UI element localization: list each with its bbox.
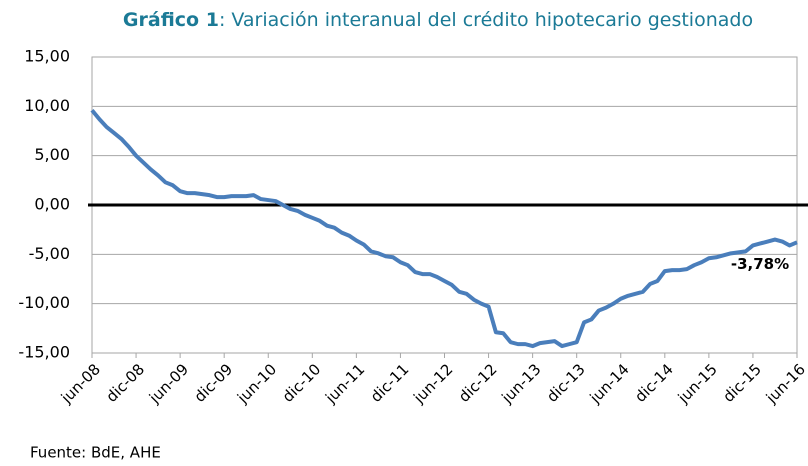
title-text: : Variación interanual del crédito hipot… xyxy=(219,9,753,31)
x-tick-label: dic-08 xyxy=(103,360,149,406)
y-tick-label: -5,00 xyxy=(29,244,70,263)
x-tick-label: jun-12 xyxy=(409,360,456,407)
x-tick-label: dic-10 xyxy=(279,360,325,406)
x-tick-label: jun-08 xyxy=(57,360,104,407)
y-tick-label: 15,00 xyxy=(24,47,70,66)
annotation: -3,78% xyxy=(731,255,789,273)
x-tick-label: jun-10 xyxy=(233,360,280,407)
x-tick-label: jun-11 xyxy=(321,360,368,407)
x-tick-label: dic-15 xyxy=(719,360,765,406)
y-tick-label: 5,00 xyxy=(34,145,70,164)
chart-title: Gráfico 1: Variación interanual del créd… xyxy=(123,9,753,31)
x-tick-label: jun-14 xyxy=(586,360,633,407)
x-tick-label: dic-09 xyxy=(191,360,237,406)
y-tick-label: 0,00 xyxy=(34,195,70,214)
y-tick-label: -15,00 xyxy=(18,343,70,362)
x-tick-label: jun-09 xyxy=(145,360,192,407)
x-tick-label: dic-13 xyxy=(543,360,589,406)
y-tick-label: -10,00 xyxy=(18,293,70,312)
y-tick-label: 10,00 xyxy=(24,96,70,115)
title-prefix: Gráfico 1 xyxy=(123,9,219,31)
x-tick-label: jun-15 xyxy=(674,360,721,407)
x-tick-label: jun-16 xyxy=(762,360,808,407)
x-tick-label: dic-14 xyxy=(631,360,677,406)
x-tick-label: dic-12 xyxy=(455,360,501,406)
x-tick-label: jun-13 xyxy=(497,360,544,407)
x-tick-label: dic-11 xyxy=(367,360,413,406)
line-series xyxy=(90,109,798,349)
source: Fuente: BdE, AHE xyxy=(30,444,161,462)
